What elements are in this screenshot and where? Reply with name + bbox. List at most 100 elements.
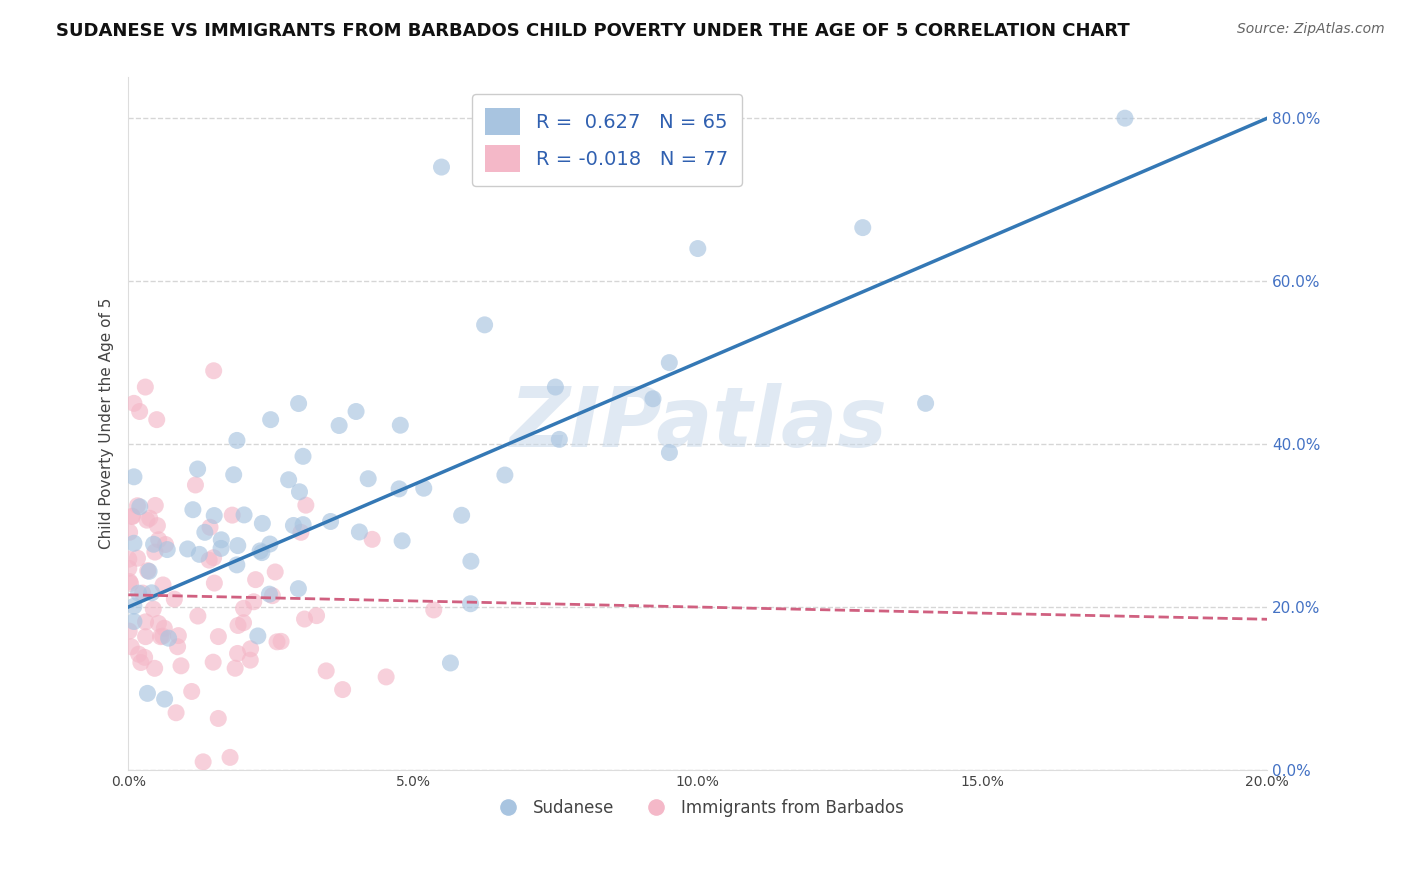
Point — [149, 630, 172, 644]
Point — [165, 706, 187, 720]
Point — [198, 553, 221, 567]
Text: SUDANESE VS IMMIGRANTS FROM BARBADOS CHILD POVERTY UNDER THE AGE OF 5 CORRELATIO: SUDANESE VS IMMIGRANTS FROM BARBADOS CHI… — [56, 22, 1130, 40]
Point — [176, 541, 198, 556]
Point — [129, 656, 152, 670]
Text: Source: ZipAtlas.com: Source: ZipAtlas.com — [1237, 22, 1385, 37]
Point — [262, 589, 284, 603]
Legend: Sudanese, Immigrants from Barbados: Sudanese, Immigrants from Barbados — [485, 793, 911, 824]
Point — [287, 582, 309, 596]
Point — [138, 565, 160, 579]
Point — [225, 558, 247, 572]
Point — [128, 647, 150, 661]
Point — [295, 498, 318, 512]
Point — [292, 517, 315, 532]
Point — [156, 542, 179, 557]
Point — [315, 664, 337, 678]
Point — [143, 661, 166, 675]
Point — [122, 536, 145, 550]
Point — [209, 533, 232, 547]
Point — [148, 616, 170, 631]
Point — [134, 650, 156, 665]
Point — [153, 692, 176, 706]
Point — [194, 525, 217, 540]
Point — [259, 587, 281, 601]
Point — [361, 533, 384, 547]
Point — [120, 640, 142, 654]
Point — [658, 445, 681, 459]
Point — [136, 564, 159, 578]
Point — [252, 516, 274, 531]
Point — [474, 318, 496, 332]
Point — [349, 524, 371, 539]
Point — [391, 533, 413, 548]
Point — [191, 755, 214, 769]
Point — [222, 467, 245, 482]
Point — [142, 537, 165, 551]
Point — [294, 612, 316, 626]
Point — [207, 630, 229, 644]
Point — [120, 576, 142, 591]
Point — [187, 462, 209, 476]
Point — [460, 597, 482, 611]
Point — [202, 655, 225, 669]
Point — [121, 509, 143, 524]
Point — [259, 537, 281, 551]
Point — [136, 686, 159, 700]
Point — [118, 525, 141, 540]
Point — [152, 629, 174, 643]
Point — [163, 592, 186, 607]
Point — [375, 670, 398, 684]
Point — [224, 661, 246, 675]
Point — [184, 478, 207, 492]
Point — [153, 621, 176, 635]
Point — [202, 576, 225, 591]
Point — [277, 473, 299, 487]
Point — [122, 599, 145, 614]
Point — [166, 640, 188, 654]
Point — [121, 509, 143, 524]
Point — [328, 418, 350, 433]
Point — [332, 682, 354, 697]
Point — [658, 356, 681, 370]
Point — [283, 518, 305, 533]
Point — [305, 608, 328, 623]
Point — [135, 513, 157, 527]
Point — [226, 539, 249, 553]
Point — [128, 404, 150, 418]
Point — [852, 220, 875, 235]
Point — [131, 586, 153, 600]
Point — [138, 511, 160, 525]
Point — [288, 484, 311, 499]
Point — [450, 508, 472, 523]
Point — [245, 573, 267, 587]
Point — [152, 578, 174, 592]
Point — [127, 499, 149, 513]
Point — [135, 630, 157, 644]
Y-axis label: Child Poverty Under the Age of 5: Child Poverty Under the Age of 5 — [100, 298, 114, 549]
Point — [914, 396, 936, 410]
Point — [167, 629, 190, 643]
Point — [135, 615, 157, 629]
Point — [187, 609, 209, 624]
Point — [246, 629, 269, 643]
Point — [548, 433, 571, 447]
Point — [202, 364, 225, 378]
Point — [239, 653, 262, 667]
Point — [250, 546, 273, 560]
Point — [319, 515, 342, 529]
Point — [143, 499, 166, 513]
Point — [266, 635, 288, 649]
Point — [122, 615, 145, 629]
Point — [188, 547, 211, 561]
Point — [118, 574, 141, 589]
Point — [181, 502, 204, 516]
Point — [141, 586, 163, 600]
Point — [198, 520, 221, 534]
Point — [292, 450, 315, 464]
Point — [460, 554, 482, 568]
Point — [219, 750, 242, 764]
Point — [180, 684, 202, 698]
Point — [344, 404, 367, 418]
Point — [202, 550, 225, 565]
Point — [641, 392, 664, 406]
